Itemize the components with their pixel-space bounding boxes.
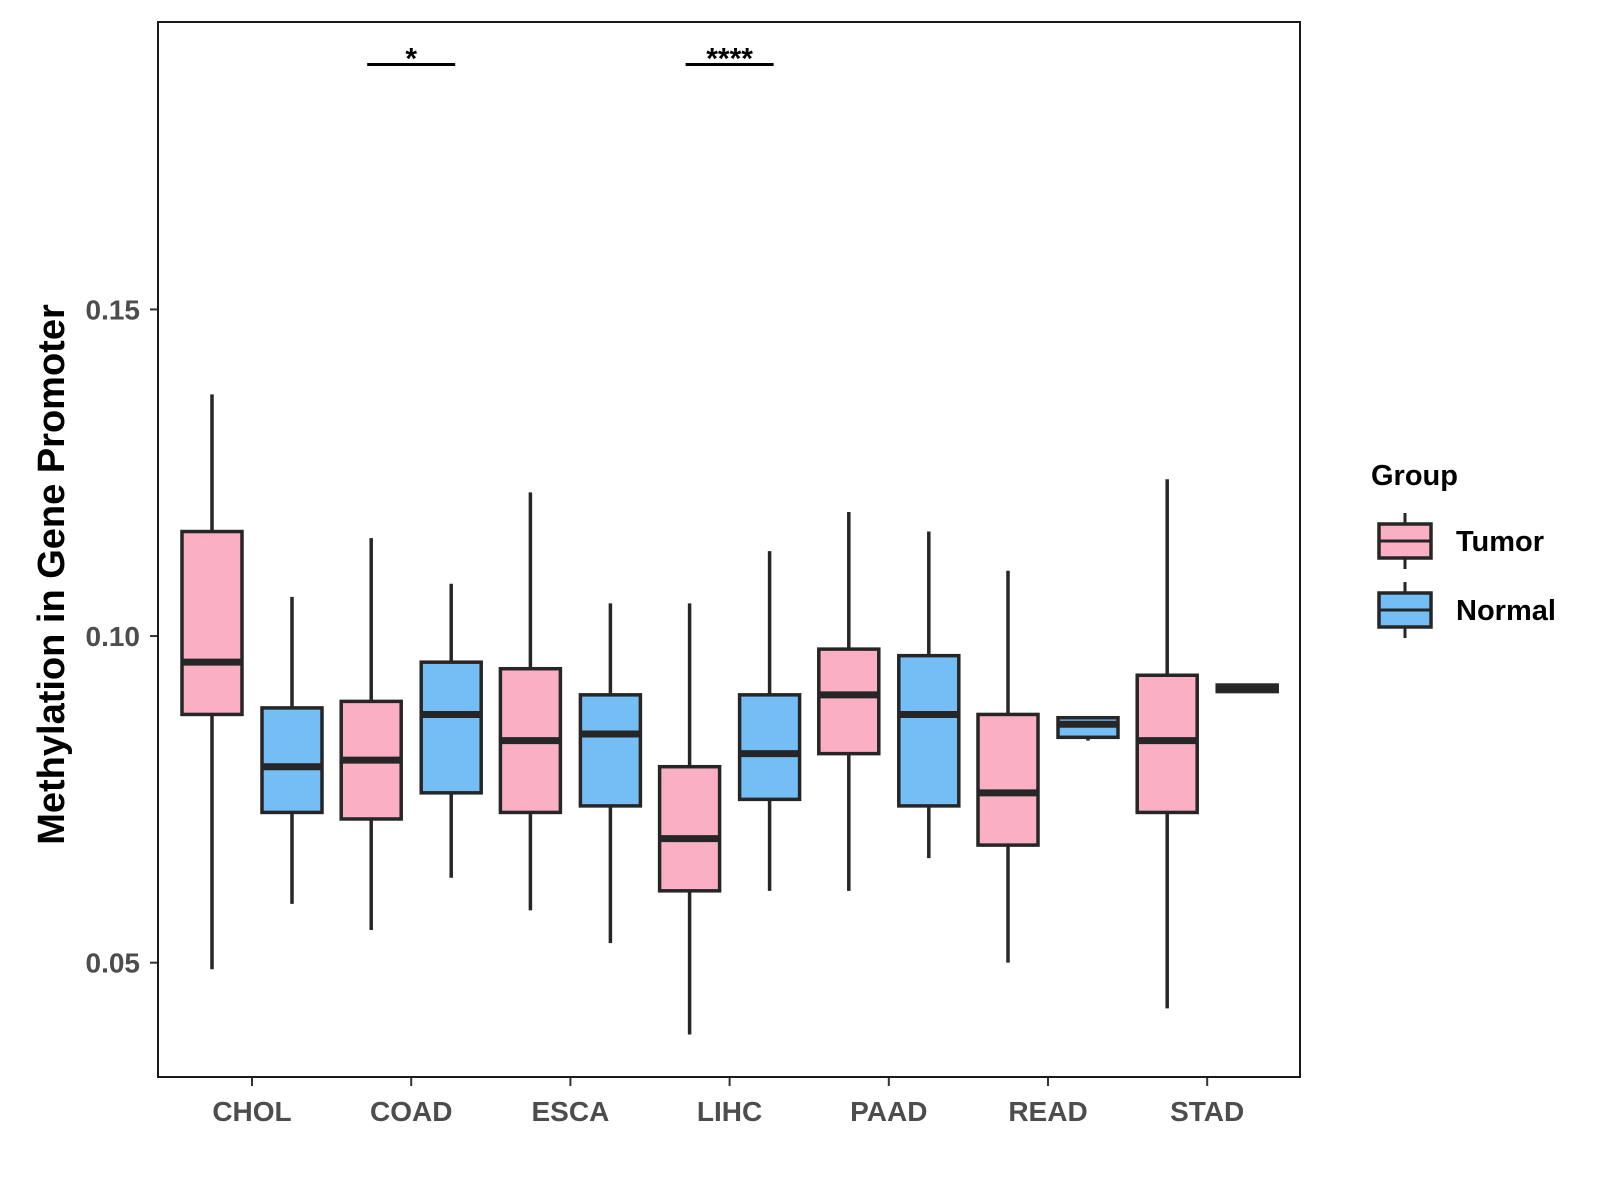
box-normal-chol	[260, 596, 324, 904]
box-iqr	[737, 693, 802, 802]
y-tick-label: 0.05	[86, 948, 141, 979]
box-iqr	[578, 693, 643, 808]
box-normal-paad	[897, 531, 961, 859]
x-tick-label: ESCA	[532, 1096, 610, 1127]
box-iqr	[897, 653, 961, 808]
box-normal-coad	[419, 583, 483, 878]
significance-annotations: * ****	[367, 42, 774, 75]
box-tumor-stad	[1135, 479, 1199, 1009]
legend-item-tumor: Tumor	[1377, 513, 1544, 569]
legend-title: Group	[1371, 460, 1458, 492]
significance-lihc: ****	[685, 42, 774, 75]
box-iqr	[180, 529, 244, 717]
box-normal-stad	[1215, 683, 1279, 694]
box-normal-read	[1056, 715, 1120, 741]
box-iqr	[976, 712, 1040, 847]
x-tick-label: CHOL	[212, 1096, 291, 1127]
box-tumor-paad	[817, 511, 881, 891]
box-tumor-read	[976, 570, 1040, 963]
x-tick-label: PAAD	[850, 1096, 927, 1127]
box-iqr	[260, 706, 324, 815]
x-axis-ticks: CHOL COAD ESCA LIHC PAAD READ STAD	[212, 1077, 1244, 1127]
x-tick-label: LIHC	[697, 1096, 762, 1127]
legend-items: Tumor Normal	[1377, 513, 1556, 638]
plot-panel-border	[157, 21, 1301, 1078]
box-tumor-coad	[339, 538, 403, 931]
box-tumor-chol	[180, 394, 244, 970]
y-axis-ticks: 0.05 0.10 0.15	[86, 294, 158, 979]
y-tick-label: 0.15	[86, 294, 141, 325]
legend-item-normal: Normal	[1377, 582, 1556, 638]
box-iqr	[657, 764, 722, 893]
box-iqr	[817, 647, 881, 756]
box-tumor-esca	[498, 492, 563, 911]
y-axis-title: Methylation in Gene Promoter	[31, 304, 73, 845]
x-tick-label: COAD	[370, 1096, 452, 1127]
legend-label: Tumor	[1456, 526, 1544, 558]
x-tick-label: STAD	[1170, 1096, 1244, 1127]
significance-label: *	[405, 42, 417, 75]
plot-area	[180, 394, 1279, 1035]
box-normal-esca	[578, 603, 643, 944]
significance-coad: *	[367, 42, 456, 75]
box-iqr	[419, 660, 483, 795]
y-tick-label: 0.10	[86, 621, 141, 652]
x-tick-label: READ	[1008, 1096, 1087, 1127]
legend: Group Tumor Normal	[1371, 460, 1556, 638]
significance-label: ****	[706, 42, 753, 75]
box-tumor-lihc	[657, 603, 722, 1035]
legend-label: Normal	[1456, 595, 1556, 627]
box-normal-lihc	[737, 551, 802, 891]
